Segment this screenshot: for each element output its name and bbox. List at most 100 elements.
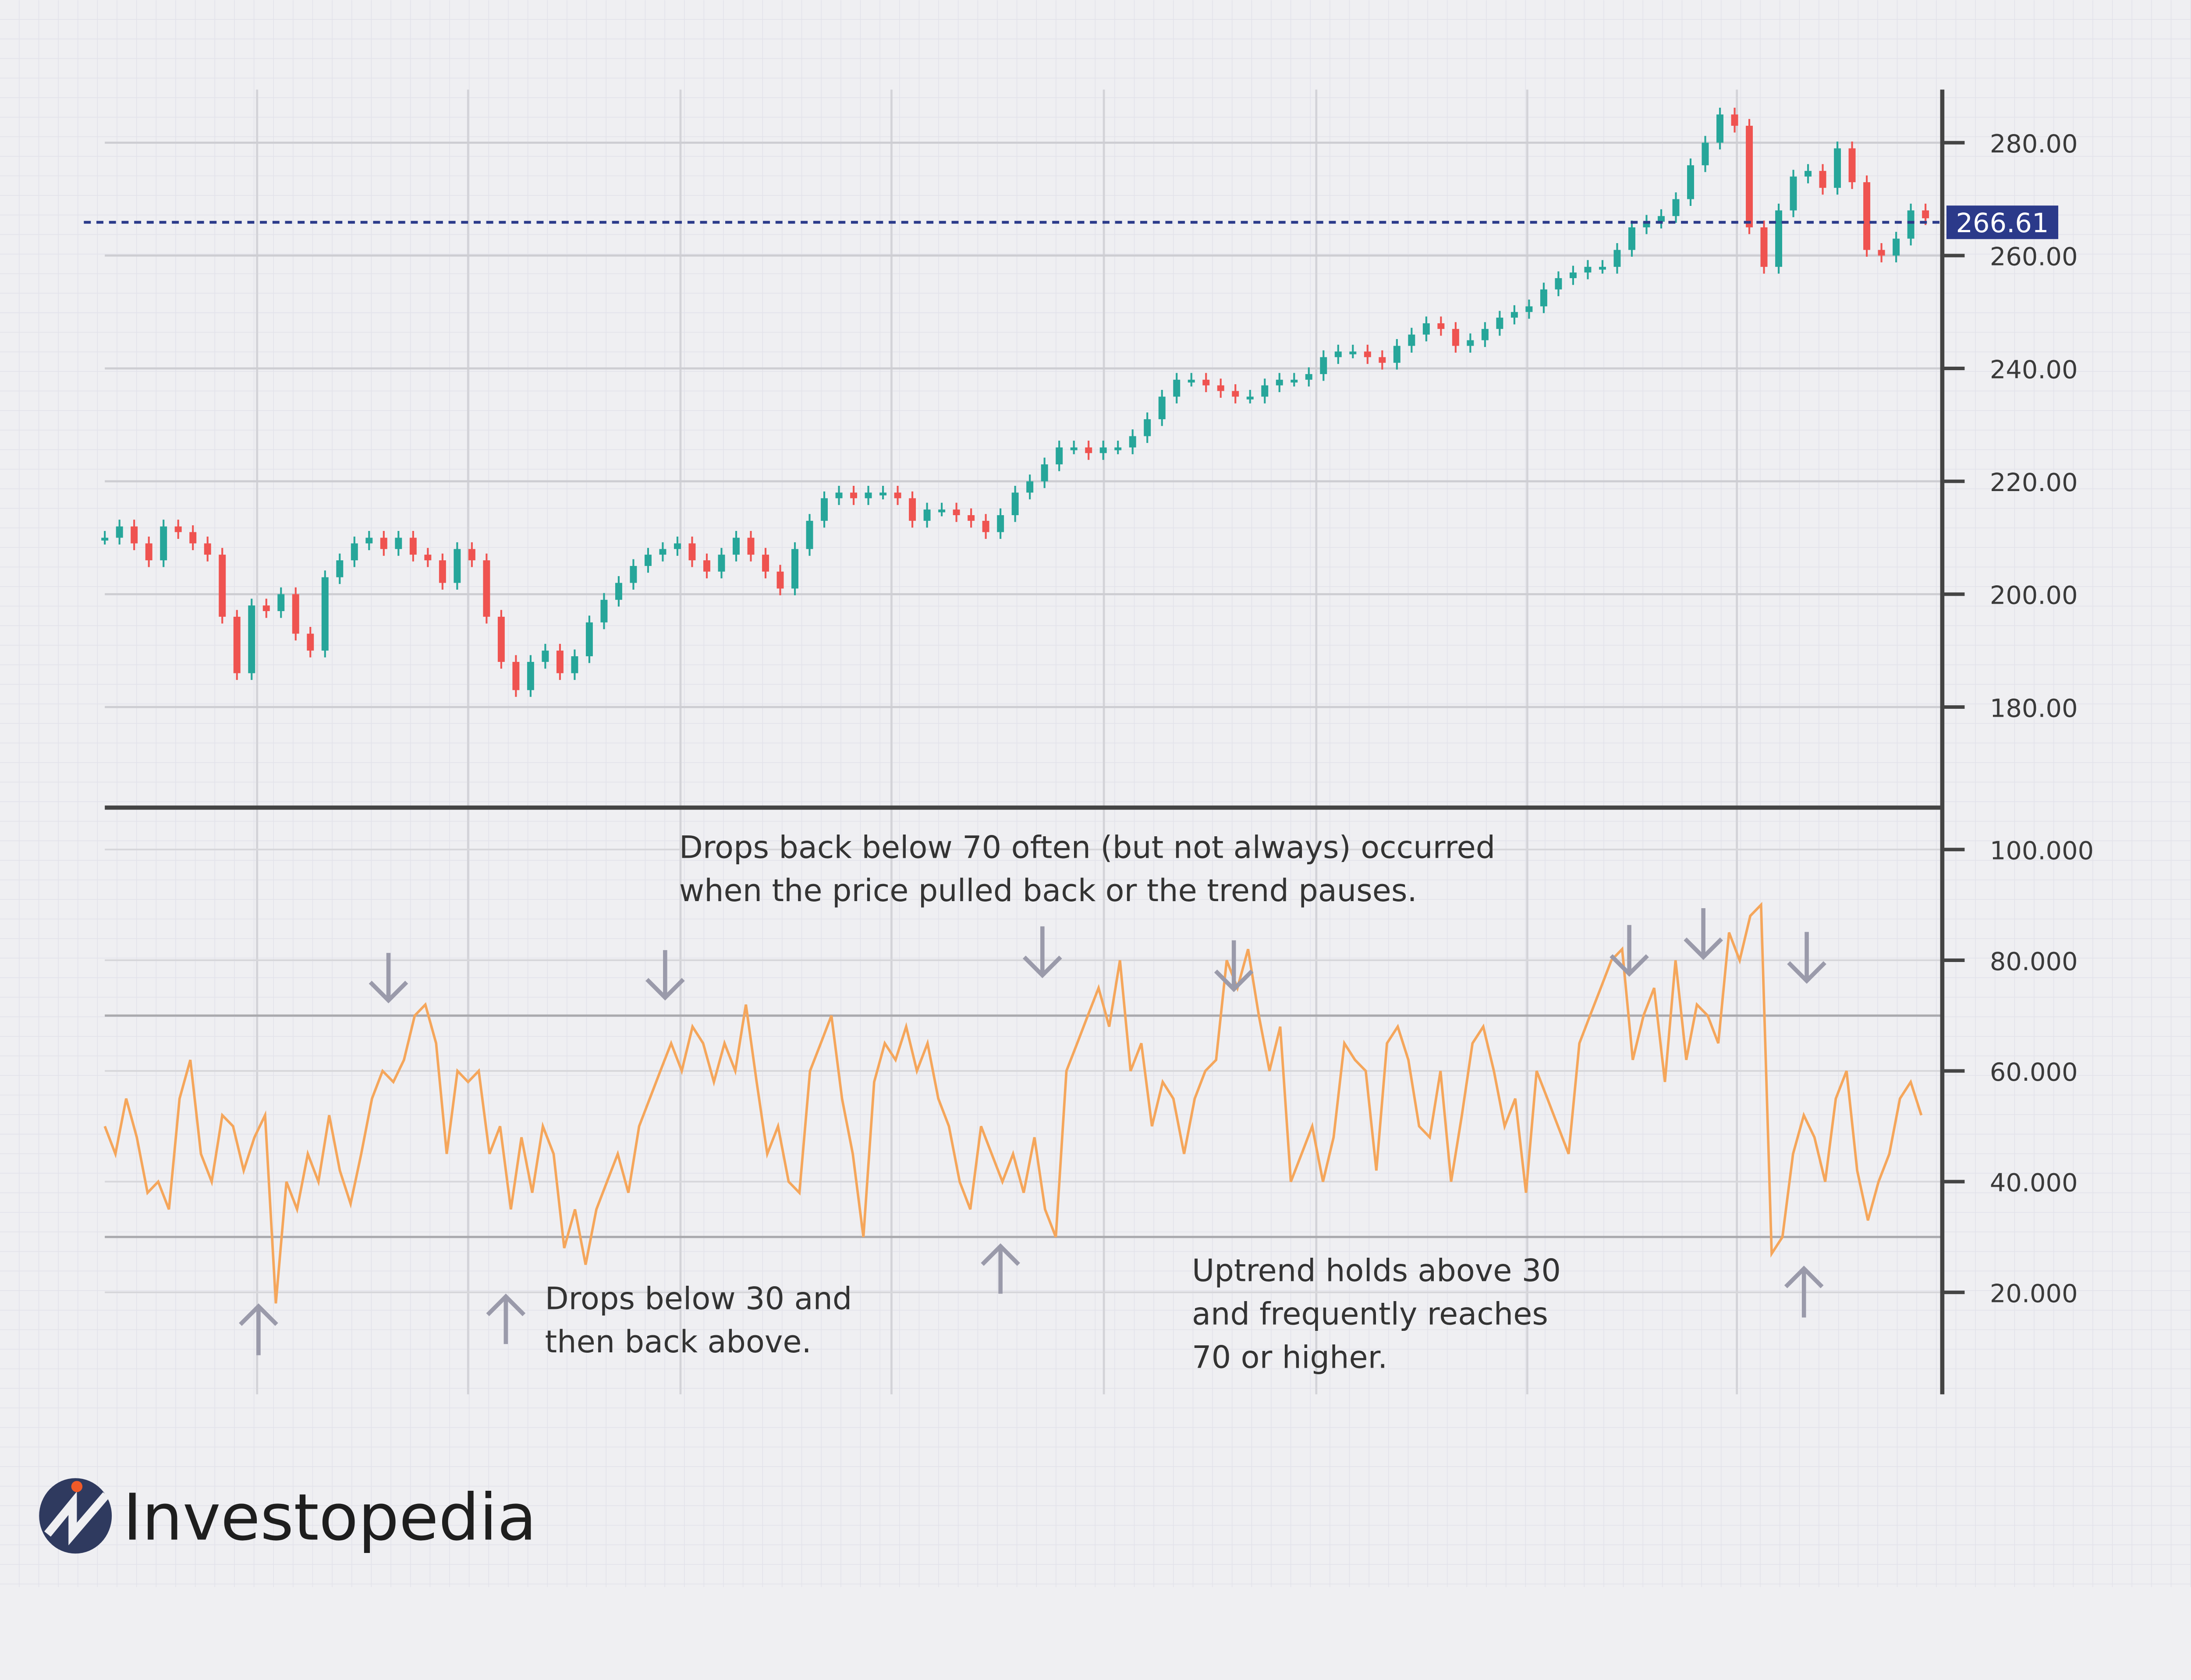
candle-body: [424, 555, 432, 561]
candle: [1848, 141, 1856, 189]
candle: [527, 655, 534, 697]
candle-body: [336, 560, 344, 577]
candle: [894, 485, 901, 505]
candle-body: [1144, 419, 1151, 436]
candle-body: [997, 515, 1004, 532]
candle: [1114, 440, 1122, 454]
candle: [1819, 164, 1826, 195]
candle-body: [1496, 318, 1503, 329]
rsi-gridlines: [105, 849, 1943, 1294]
candle: [1290, 373, 1298, 387]
candle-body: [879, 492, 887, 495]
price-tick-label: 260.00: [1990, 242, 2078, 272]
candle: [615, 576, 622, 607]
candle: [1599, 260, 1606, 274]
candle: [821, 491, 828, 528]
candle: [248, 598, 255, 680]
last-price-badge: 266.61: [1946, 205, 2059, 239]
candle: [733, 531, 740, 562]
rsi-series: [103, 902, 1923, 1304]
candle-body: [321, 577, 329, 651]
candle: [1217, 378, 1224, 398]
candle: [1893, 232, 1900, 262]
candle: [1437, 316, 1445, 336]
candle-body: [380, 538, 387, 549]
candle: [307, 627, 314, 658]
candle: [409, 531, 417, 562]
candle-body: [1422, 323, 1430, 335]
candle: [1320, 350, 1327, 381]
candle: [1452, 322, 1459, 353]
rsi-tick-label: 80.000: [1990, 947, 2078, 976]
candle: [292, 587, 299, 640]
candle-body: [982, 520, 989, 532]
candle: [1188, 373, 1195, 387]
candle-body: [674, 543, 681, 549]
candle: [160, 520, 167, 567]
candle-body: [233, 616, 241, 673]
candle-body: [1070, 447, 1078, 450]
candle-body: [585, 622, 593, 657]
candle: [747, 531, 755, 562]
candle: [1863, 175, 1871, 257]
candle-body: [688, 543, 696, 561]
candle-body: [497, 616, 505, 662]
candle-body: [718, 555, 725, 572]
candle-body: [850, 492, 858, 499]
candle: [351, 536, 358, 567]
candle-body: [776, 571, 784, 589]
candle: [497, 610, 505, 669]
candle: [1041, 457, 1048, 488]
candle-body: [292, 594, 299, 634]
candle-body: [1599, 267, 1606, 270]
candle: [321, 570, 329, 658]
candle-body: [1202, 379, 1210, 386]
candle: [659, 542, 667, 562]
candle-body: [204, 543, 211, 555]
candle: [791, 542, 798, 595]
price-tick-label: 200.00: [1990, 581, 2078, 610]
annotation-arrows: [239, 908, 1826, 1355]
candle: [1628, 220, 1635, 257]
candle: [277, 587, 285, 618]
candle-body: [454, 549, 461, 583]
candle-body: [101, 538, 109, 541]
candle: [997, 508, 1004, 539]
candle: [1907, 203, 1914, 246]
candle-body: [791, 549, 798, 589]
candle: [1011, 485, 1019, 522]
last-price-label: 266.61: [1956, 208, 2049, 239]
candle-body: [1114, 447, 1122, 450]
candle-body: [835, 492, 843, 499]
candle-body: [659, 549, 667, 555]
candle: [1232, 384, 1239, 403]
candle: [1805, 164, 1812, 184]
candle-body: [1775, 210, 1783, 267]
candle-body: [527, 661, 534, 690]
candle: [982, 514, 989, 539]
candle-body: [1305, 374, 1312, 380]
candle: [1305, 367, 1312, 387]
candle-body: [116, 526, 123, 538]
candle: [688, 536, 696, 567]
candle-body: [1261, 385, 1269, 397]
candle-body: [1834, 148, 1841, 188]
annotation-right: Uptrend holds above 30 and frequently re…: [1192, 1253, 1571, 1376]
candle-body: [395, 538, 402, 549]
candle-body: [468, 549, 475, 561]
candle-body: [219, 555, 226, 617]
candle: [865, 485, 872, 505]
candle: [1056, 440, 1063, 471]
rsi-line: [103, 902, 1923, 1304]
candle-body: [1790, 177, 1797, 211]
candle-body: [1672, 199, 1680, 216]
candle: [1672, 192, 1680, 223]
candle-body: [1217, 385, 1224, 391]
candle: [365, 531, 373, 550]
candle-body: [1569, 272, 1577, 278]
candle: [424, 548, 432, 567]
candle: [1716, 107, 1723, 150]
candle: [1144, 412, 1151, 443]
candle: [1364, 344, 1371, 364]
candle-body: [1510, 312, 1518, 318]
